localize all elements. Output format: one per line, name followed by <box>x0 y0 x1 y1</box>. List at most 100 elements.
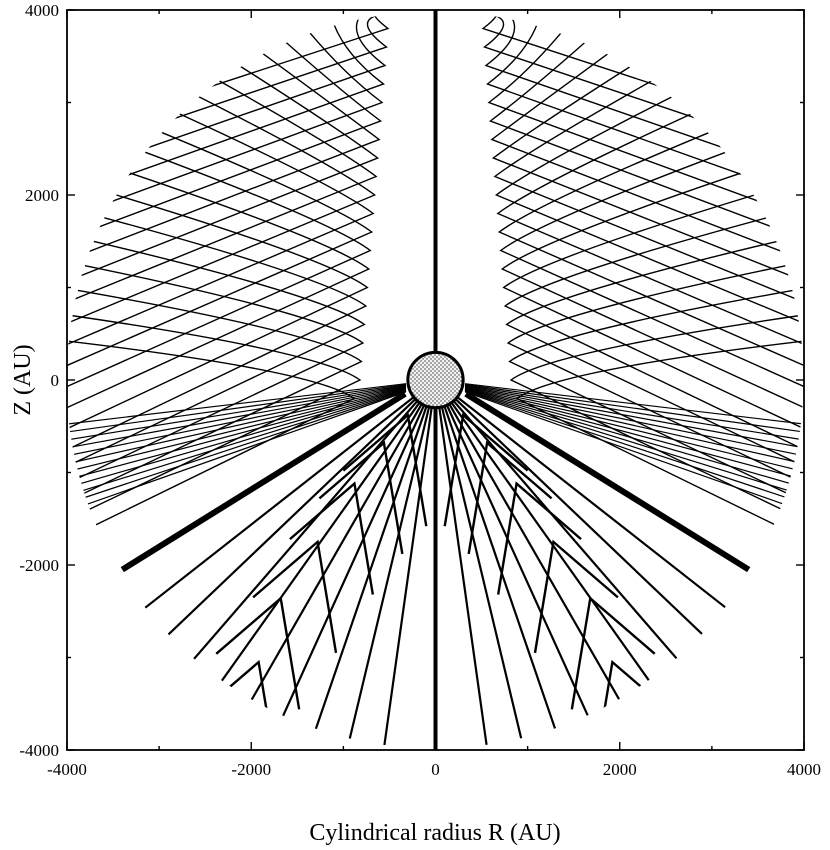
field-line-chevron <box>570 595 656 710</box>
field-line-equatorial <box>464 390 804 511</box>
x-tick-label: -4000 <box>47 760 87 779</box>
field-line-equatorial <box>66 391 407 519</box>
field-line-equatorial <box>464 391 804 519</box>
y-tick-label: -4000 <box>19 741 59 760</box>
thin-field-lines <box>66 11 804 566</box>
field-line-upper <box>66 217 368 460</box>
field-line-chevron <box>252 539 338 654</box>
field-line-upper <box>487 31 804 226</box>
field-line-upper <box>66 65 380 290</box>
field-line-upper <box>66 17 387 183</box>
field-line-upper <box>66 113 375 353</box>
field-line-lower <box>450 401 662 697</box>
field-line-upper <box>66 11 410 141</box>
x-tick-label: 2000 <box>603 760 637 779</box>
field-line-equatorial <box>464 386 804 469</box>
field-line-upper <box>66 172 371 417</box>
field-line-upper <box>497 131 804 375</box>
field-line-lower <box>209 401 421 697</box>
field-line-upper <box>66 95 377 332</box>
field-line-equatorial <box>66 386 407 469</box>
field-line-upper <box>66 194 369 438</box>
field-line-upper <box>66 315 362 545</box>
field-line-lower <box>154 398 417 649</box>
y-tick-label: 4000 <box>25 1 59 20</box>
field-line-lower <box>443 405 563 748</box>
field-line-equatorial <box>464 389 804 494</box>
thick-field-line <box>464 391 751 573</box>
field-line-equatorial <box>66 390 407 511</box>
field-line-upper <box>66 131 374 375</box>
field-line-chevron <box>318 440 404 555</box>
field-line-equatorial <box>66 384 407 444</box>
field-line-equatorial <box>66 389 407 494</box>
field-line-upper <box>493 80 804 311</box>
field-line-upper <box>503 217 804 460</box>
field-line-equatorial <box>66 386 407 461</box>
field-line-upper <box>490 52 804 268</box>
field-line-upper <box>515 340 804 566</box>
axis-ticks <box>66 9 805 751</box>
field-line-upper <box>488 41 804 247</box>
field-line-upper <box>66 289 363 524</box>
field-line-equatorial <box>66 389 407 502</box>
field-line-equatorial <box>464 386 804 461</box>
x-tick-label: 4000 <box>787 760 821 779</box>
field-line-lower <box>445 404 597 734</box>
y-tick-label: 0 <box>51 371 60 390</box>
thick-field-line <box>120 391 407 573</box>
field-line-lower <box>129 396 415 621</box>
field-line-upper <box>66 31 384 226</box>
field-line-lower <box>456 396 742 621</box>
field-line-lower <box>180 400 419 674</box>
field-line-lower <box>308 405 428 748</box>
field-line-upper <box>496 113 804 353</box>
field-line-lower <box>454 398 717 649</box>
field-line-equatorial <box>66 383 407 436</box>
field-line-upper <box>484 17 804 183</box>
field-line-equatorial <box>464 387 804 477</box>
x-tick-label: -2000 <box>231 760 271 779</box>
x-axis-title: Cylindrical radius R (AU) <box>309 820 560 846</box>
field-line-lower <box>452 400 691 674</box>
field-line-upper <box>66 24 386 204</box>
field-line-upper <box>485 24 804 204</box>
y-axis-title: Z (AU) <box>10 344 36 415</box>
central-source <box>406 350 465 410</box>
field-line-lower <box>274 404 426 734</box>
field-line-lower <box>241 403 423 717</box>
field-line-upper <box>66 151 372 396</box>
field-line-lower <box>344 406 431 749</box>
field-line-upper <box>66 41 383 247</box>
field-line-lower <box>448 403 630 717</box>
field-line-equatorial <box>464 383 804 427</box>
field-line-upper <box>483 12 804 162</box>
field-line-equatorial <box>464 385 804 452</box>
field-line-upper <box>66 240 366 481</box>
field-line-upper <box>508 289 804 524</box>
y-tick-label: 2000 <box>25 186 59 205</box>
field-line-upper <box>502 194 804 438</box>
field-line-chevron <box>215 595 301 710</box>
field-line-equatorial <box>464 389 804 502</box>
field-line-upper <box>499 151 804 396</box>
field-line-upper <box>461 11 804 141</box>
field-line-chevron <box>496 481 582 595</box>
source-disk <box>406 350 465 410</box>
field-line-lower <box>438 407 491 749</box>
field-line-upper <box>500 172 804 417</box>
field-line-upper <box>505 240 804 481</box>
field-line-upper <box>491 65 804 290</box>
field-line-lower <box>380 407 433 749</box>
field-line-equatorial <box>464 383 804 436</box>
field-line-upper <box>66 264 365 502</box>
field-line-equatorial <box>66 383 407 427</box>
field-line-chevron <box>289 481 375 595</box>
field-line-upper <box>66 52 381 268</box>
field-line-equatorial <box>464 388 804 486</box>
field-line-chevron <box>533 539 619 654</box>
field-line-equatorial <box>66 388 407 486</box>
y-tick-label: -2000 <box>19 556 59 575</box>
tick-labels: -4000 -2000 0 2000 4000 -4000 -2000 0 2000 4000 <box>19 1 821 779</box>
field-line-equatorial <box>66 387 407 477</box>
